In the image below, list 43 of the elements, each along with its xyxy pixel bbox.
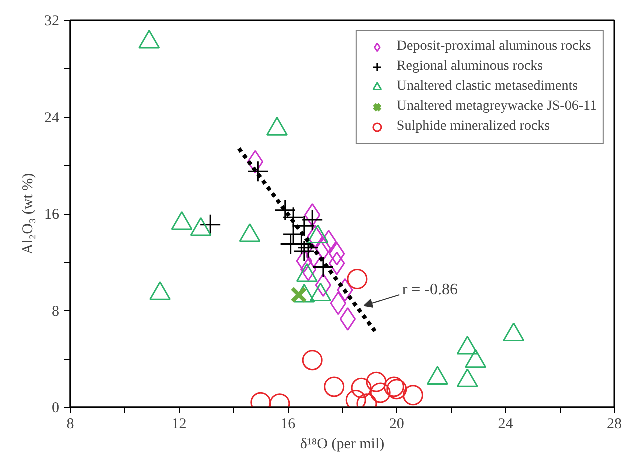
point [328,242,346,266]
point [247,150,264,174]
point [298,237,320,259]
x-tick-label: 20 [389,416,404,432]
point [324,376,345,398]
point [274,200,296,222]
y-tick-label: 24 [44,110,60,126]
y-tick-label: 16 [44,207,60,223]
point [347,269,368,290]
point [300,258,317,282]
point [247,160,269,182]
x-tick-label: 8 [66,416,74,432]
point [302,350,323,371]
point [315,274,332,298]
x-tick-label: 12 [172,416,187,432]
y-axis-title: Al₂O₃ (wt %) [20,173,36,255]
point [328,252,346,276]
point [340,307,356,331]
annotation: r = -0.86 [402,282,458,299]
point [330,292,347,316]
point [302,209,324,231]
point [315,237,332,261]
legend-label: Unaltered clastic metasediments [396,79,578,95]
legend-label: Unaltered metagreywacke JS-06-11 [396,99,597,115]
x-tick-label: 28 [607,416,622,432]
y-tick-label: 0 [52,400,60,416]
x-axis-title: δ¹⁸O (per mil) [300,436,385,452]
point [370,382,391,404]
point [312,256,334,278]
point [294,240,316,262]
legend-label: Regional aluminous rocks [396,59,544,75]
x-tick-label: 24 [498,416,514,432]
point [200,214,222,236]
x-tick-label: 16 [280,416,296,432]
point [296,249,313,273]
point [366,372,387,392]
point [351,378,372,398]
point [402,385,424,406]
y-tick-label: 8 [52,304,60,320]
legend-label: Sulphide mineralized rocks [396,119,550,135]
point [304,203,321,227]
legend-label: Deposit-proximal aluminous rocks [396,39,592,55]
y-tick-label: 32 [44,14,60,30]
